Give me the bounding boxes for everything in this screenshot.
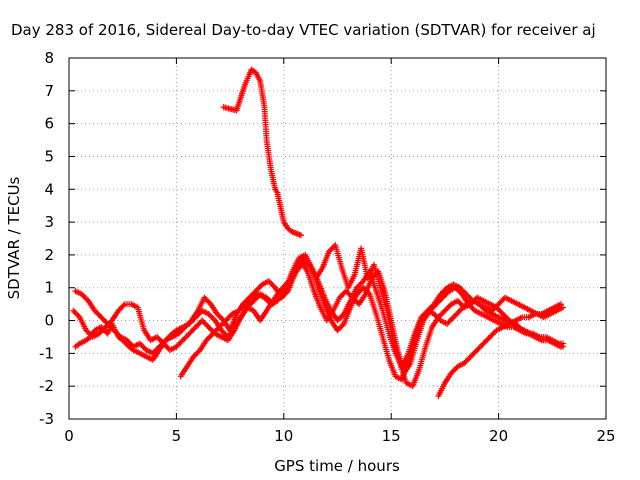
- x-axis-label: GPS time / hours: [274, 457, 400, 475]
- x-tick-label: 25: [596, 427, 615, 445]
- y-tick-label: 7: [44, 82, 54, 100]
- x-tick-label: 15: [382, 427, 401, 445]
- y-tick-label: -3: [39, 410, 54, 428]
- y-tick-label: 0: [44, 312, 54, 330]
- data-points: [70, 66, 567, 400]
- y-tick-label: 2: [44, 246, 54, 264]
- x-tick-label: 0: [64, 427, 74, 445]
- series-6: [435, 301, 564, 400]
- data-point: [120, 302, 127, 309]
- y-tick-label: 4: [44, 180, 54, 198]
- y-tick-label: 1: [44, 279, 54, 297]
- data-point: [75, 312, 82, 319]
- x-axis-ticks: 0 5 10 15 20 25: [64, 58, 616, 445]
- data-point: [560, 304, 567, 311]
- y-tick-label: 5: [44, 147, 54, 165]
- chart-title: Day 283 of 2016, Sidereal Day-to-day VTE…: [11, 21, 596, 39]
- data-point: [305, 260, 312, 267]
- grid: [69, 58, 606, 419]
- data-point: [297, 232, 304, 239]
- y-tick-label: 8: [44, 49, 54, 67]
- x-tick-label: 5: [172, 427, 182, 445]
- y-axis-ticks: -3 -2 -1 0 1 2 3 4 5 6 7 8: [39, 49, 606, 428]
- y-tick-label: -1: [39, 344, 54, 362]
- series-1: [220, 66, 304, 239]
- data-point: [339, 322, 346, 329]
- series-5: [177, 242, 564, 390]
- data-point: [557, 301, 564, 308]
- x-tick-label: 10: [274, 427, 293, 445]
- y-axis-label: SDTVAR / TECUs: [5, 176, 23, 299]
- y-tick-label: -2: [39, 377, 54, 395]
- data-point: [557, 343, 564, 350]
- plot-frame: [68, 57, 607, 420]
- x-tick-label: 20: [489, 427, 508, 445]
- y-tick-label: 6: [44, 115, 54, 133]
- data-point: [339, 312, 346, 319]
- data-point: [279, 292, 286, 299]
- y-tick-label: 3: [44, 213, 54, 231]
